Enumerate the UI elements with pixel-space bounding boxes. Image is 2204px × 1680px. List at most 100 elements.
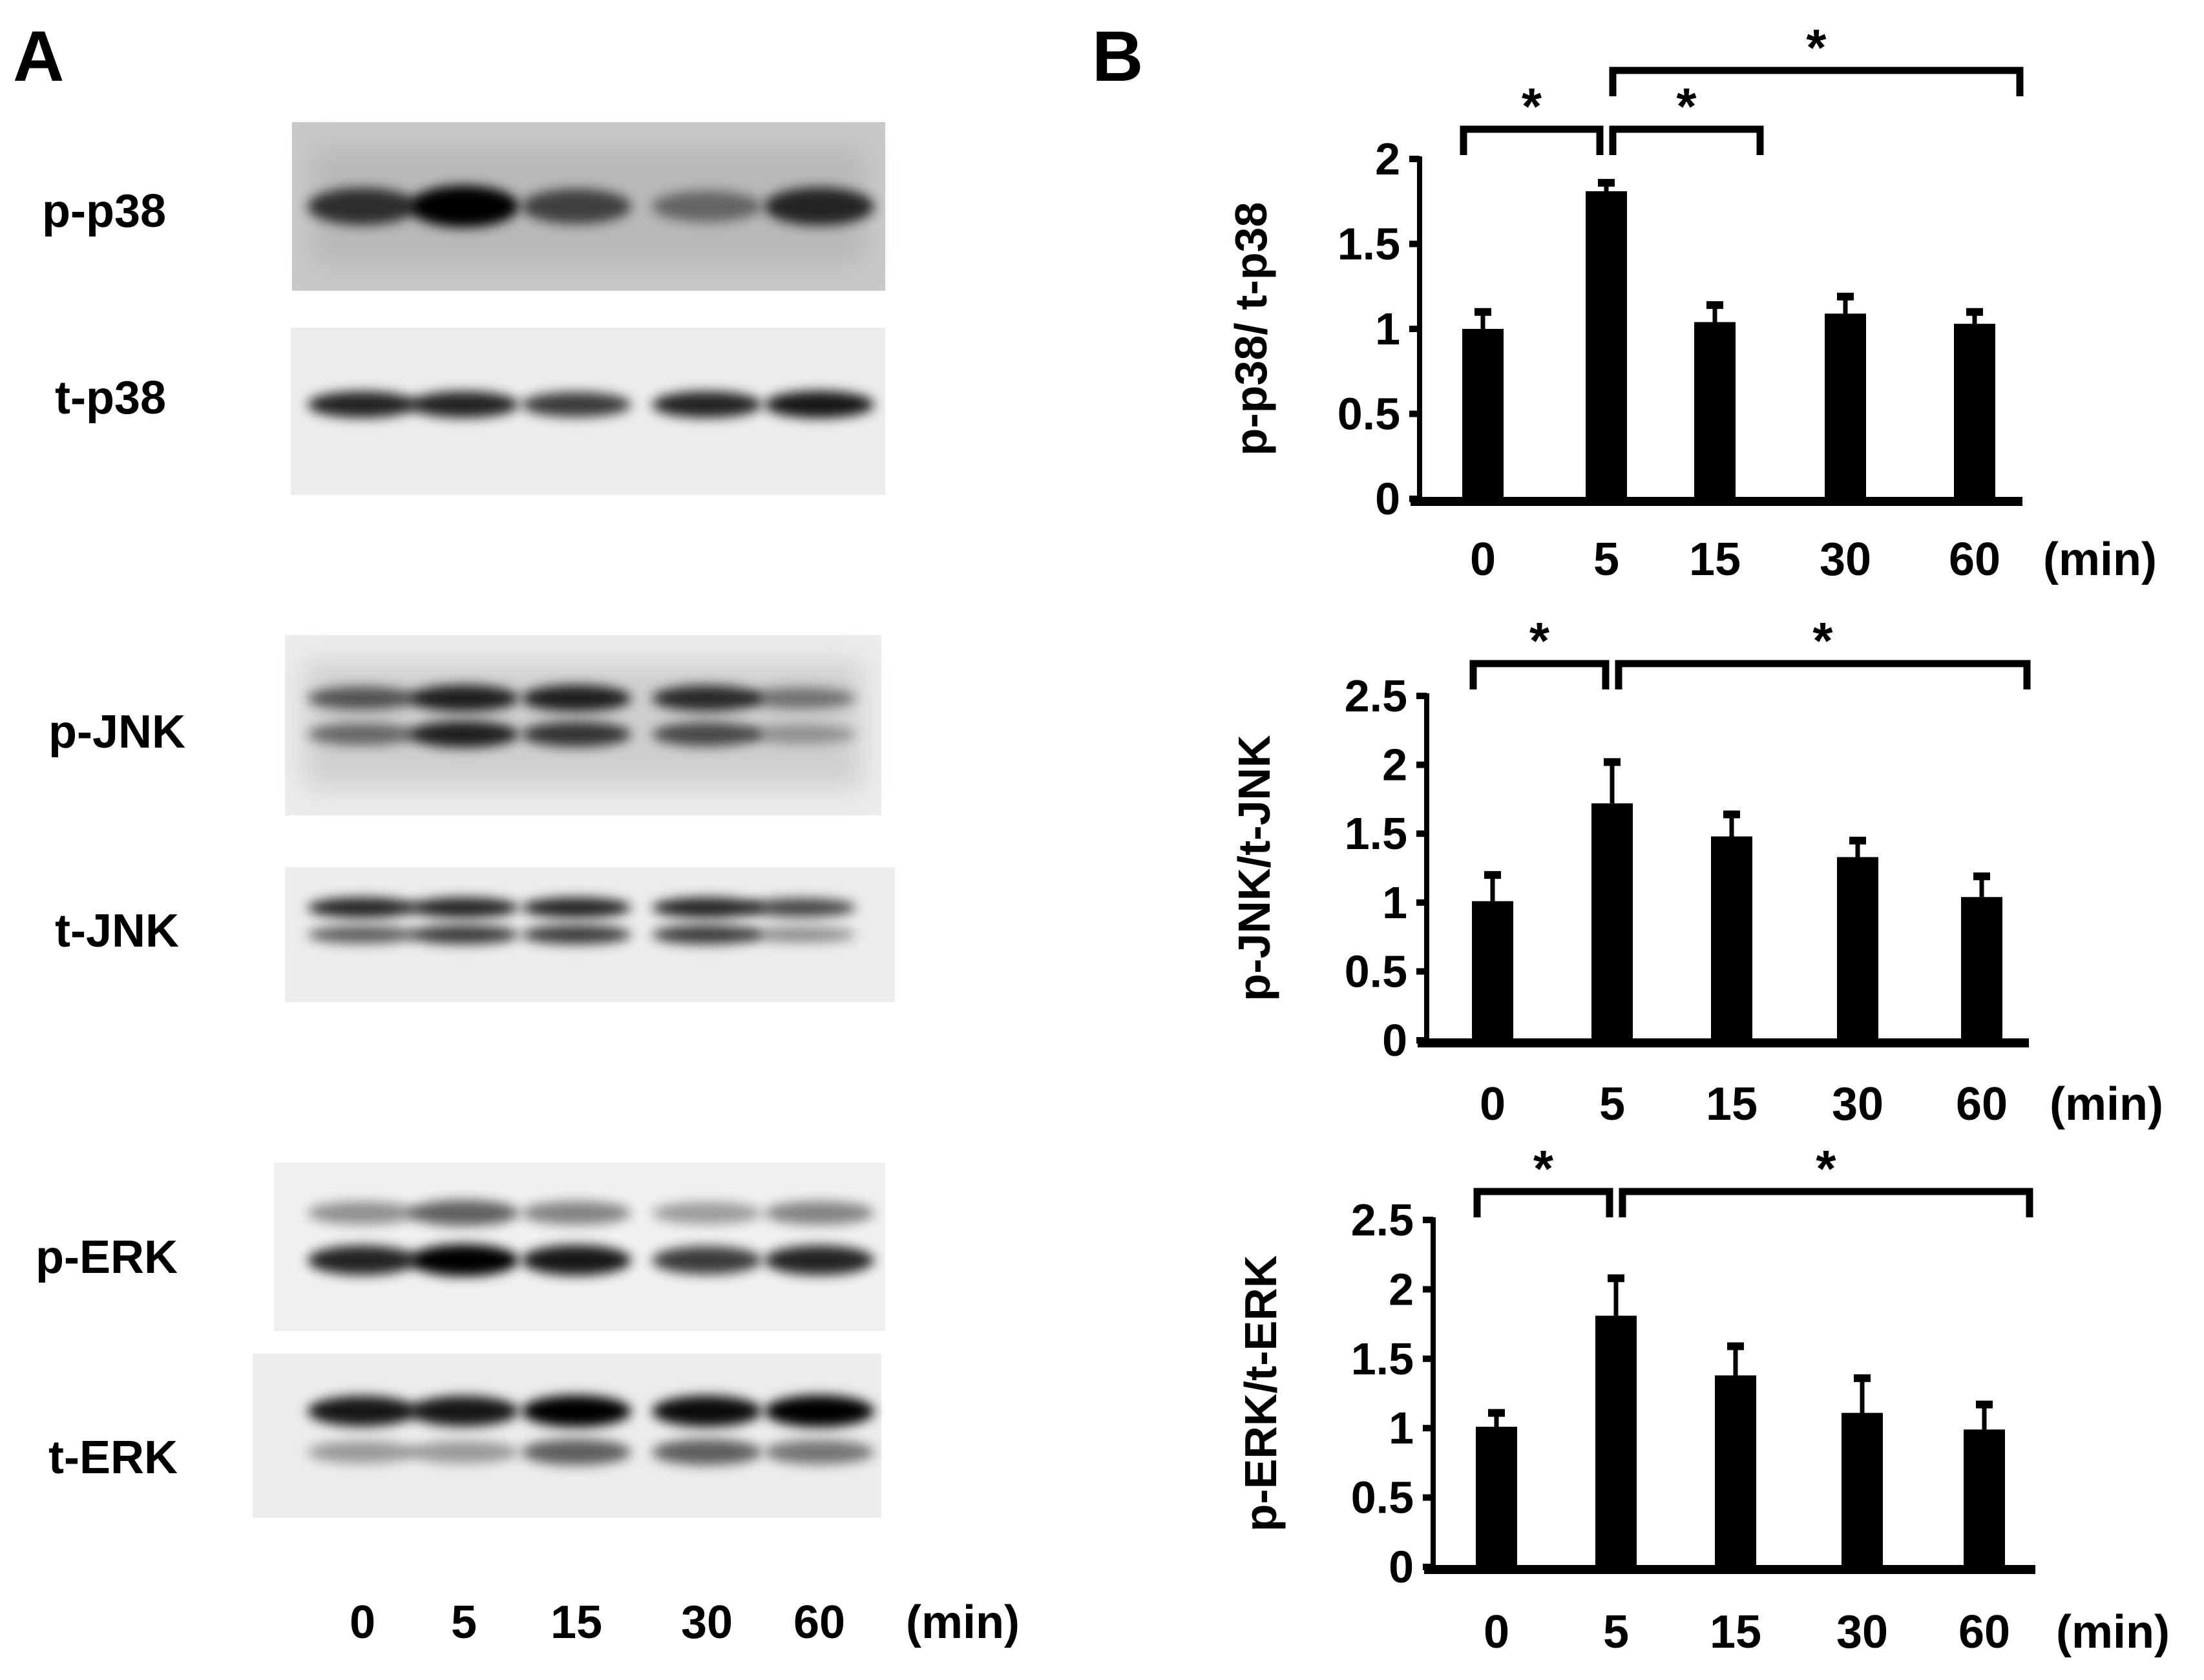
y-tick-label: 0.5	[1338, 389, 1400, 439]
blot-band	[409, 720, 519, 748]
x-tick-label: 15	[1689, 534, 1741, 585]
y-axis-label: p-JNK/t-JNK	[1229, 735, 1279, 1001]
chart-p-JNK/t-JNK: 0 0.5 1 1.5 2 2.5 p-JNK/t-JNK 0 5 15 30 60 (min) * *	[1229, 612, 2163, 1130]
bar	[1591, 803, 1633, 1040]
significance-bracket	[1615, 660, 2031, 689]
blot-band	[409, 1396, 519, 1427]
blot-membrane	[253, 1354, 881, 1518]
x-tick-label: 60	[1949, 534, 2000, 585]
lane-label: 60	[793, 1597, 845, 1648]
western-blot-panel: p-p38 t-p38 p-JNK t-JNK p-ERK t-ERK	[36, 122, 895, 1518]
blot-band	[746, 688, 856, 709]
y-tick-label: 1	[1389, 1403, 1414, 1453]
bar	[1476, 1427, 1517, 1567]
y-tick-label: 0.5	[1345, 946, 1407, 996]
y-tick-label: 2	[1389, 1264, 1414, 1314]
blot-label: p-JNK	[48, 706, 185, 758]
blot-band	[308, 686, 417, 710]
blot-band	[652, 925, 762, 945]
significance-bracket	[1619, 1188, 2033, 1217]
significance-star: *	[1533, 1140, 1554, 1197]
blot-band	[521, 1395, 631, 1427]
lane-label: 15	[551, 1597, 602, 1648]
x-unit-label: (min)	[2056, 1606, 2170, 1658]
blot-band	[652, 897, 762, 918]
blot-band	[652, 722, 762, 746]
y-axis-label: p-ERK/t-ERK	[1235, 1255, 1286, 1532]
blot-p-ERK: p-ERK	[36, 1162, 885, 1331]
bar	[1586, 191, 1627, 499]
blot-label: t-p38	[55, 372, 166, 424]
y-tick-label: 0.5	[1351, 1473, 1414, 1523]
blot-band	[652, 1246, 762, 1275]
blot-band	[652, 685, 762, 711]
bar	[1462, 329, 1504, 499]
lane-labels: 0 5 15 30 60 (min)	[350, 1597, 1020, 1648]
blot-band	[409, 1244, 519, 1277]
x-tick-label: 5	[1593, 534, 1619, 585]
lane-unit: (min)	[906, 1597, 1020, 1648]
blot-t-JNK: t-JNK	[55, 867, 895, 1002]
lane-label: 5	[451, 1597, 477, 1648]
x-tick-label: 30	[1836, 1606, 1888, 1658]
blot-band	[652, 1439, 762, 1465]
blot-band	[308, 1201, 417, 1225]
blot-band	[409, 897, 519, 918]
significance-bracket	[1460, 125, 1604, 155]
blot-band	[308, 1245, 417, 1276]
blot-band	[652, 191, 762, 222]
bar	[1694, 322, 1736, 499]
y-tick-label: 1.5	[1351, 1334, 1414, 1384]
blot-band	[521, 392, 631, 417]
blot-t-p38: t-p38	[55, 328, 885, 495]
y-tick-label: 0	[1375, 474, 1400, 524]
blot-band	[409, 685, 519, 712]
x-tick-label: 30	[1832, 1078, 1884, 1130]
x-tick-label: 60	[1958, 1606, 2010, 1658]
panel-b-letter: B	[1092, 17, 1143, 96]
blot-band	[308, 897, 417, 918]
y-tick-label: 2.5	[1345, 671, 1407, 721]
blot-band	[521, 925, 631, 945]
significance-bracket	[1469, 660, 1610, 689]
y-tick-label: 2	[1375, 134, 1400, 184]
blot-band	[409, 1200, 519, 1226]
blot-band	[308, 1441, 417, 1464]
blot-band	[409, 391, 519, 418]
significance-star: *	[1806, 19, 1827, 76]
y-tick-label: 0	[1382, 1015, 1407, 1066]
blot-band	[652, 1395, 762, 1427]
blot-band	[308, 187, 417, 226]
blot-label: t-ERK	[48, 1432, 178, 1484]
blot-band	[308, 391, 417, 418]
x-tick-label: 5	[1599, 1078, 1625, 1130]
blot-band	[764, 391, 874, 419]
blot-label: p-p38	[42, 185, 166, 237]
blot-band	[521, 1439, 631, 1465]
blot-band	[652, 1202, 762, 1224]
blot-p-p38: p-p38	[42, 122, 885, 291]
x-tick-label: 0	[1480, 1078, 1506, 1130]
bar	[1715, 1375, 1756, 1567]
significance-bracket	[1609, 67, 2024, 96]
x-tick-label: 15	[1710, 1606, 1761, 1658]
blot-t-ERK: t-ERK	[48, 1354, 881, 1518]
lane-label: 0	[350, 1597, 375, 1648]
bar	[1837, 857, 1878, 1040]
blot-band	[521, 189, 631, 224]
blot-band	[409, 1441, 519, 1464]
x-tick-label: 5	[1603, 1606, 1629, 1658]
bar	[1825, 313, 1866, 499]
blot-band	[521, 685, 631, 712]
lane-label: 30	[681, 1597, 733, 1648]
blot-band	[746, 898, 856, 918]
blot-band	[746, 724, 856, 744]
bar	[1472, 901, 1513, 1040]
blot-label: p-ERK	[36, 1232, 178, 1283]
blot-band	[764, 187, 874, 226]
bar	[1711, 836, 1752, 1040]
blot-band	[521, 897, 631, 918]
blot-band	[521, 1201, 631, 1225]
